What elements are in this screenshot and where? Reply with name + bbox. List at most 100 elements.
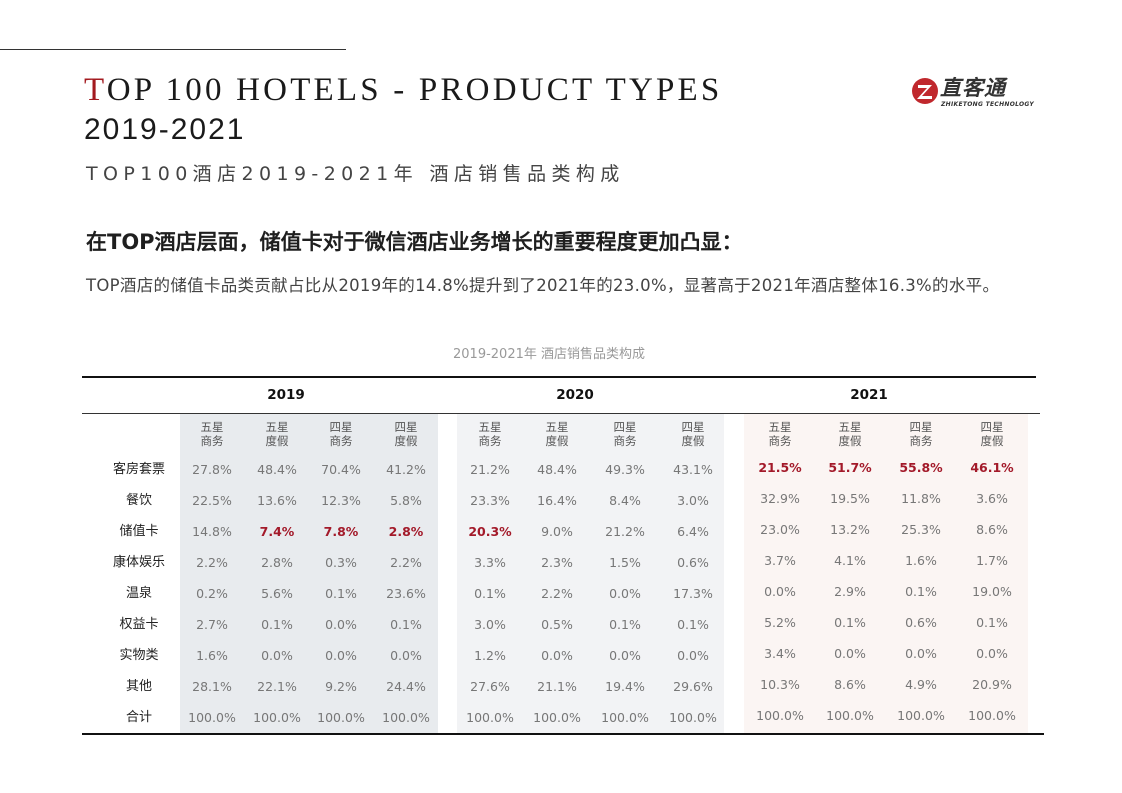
table-cell: 0.0%	[325, 648, 357, 663]
column-header-line: 四星	[681, 420, 705, 434]
table-cell: 2.8%	[261, 555, 293, 570]
table-cell: 2.2%	[196, 555, 228, 570]
year-header-2019: 2019	[267, 387, 305, 403]
table-cell: 27.8%	[192, 462, 232, 477]
table-cell: 27.6%	[470, 679, 510, 694]
table-cell: 0.0%	[390, 648, 422, 663]
table-cell: 46.1%	[970, 460, 1014, 475]
table-cell: 3.6%	[976, 491, 1008, 506]
table-cell: 2.7%	[196, 617, 228, 632]
table-cell: 9.2%	[325, 679, 357, 694]
top-divider	[0, 49, 346, 50]
table-cell: 8.6%	[976, 522, 1008, 537]
table-cell: 1.2%	[474, 648, 506, 663]
column-header: 四星 度假	[376, 420, 436, 448]
table-cell: 0.0%	[325, 617, 357, 632]
table-cell: 48.4%	[257, 462, 297, 477]
column-header: 四星 度假	[962, 420, 1022, 448]
column-header-line: 五星	[838, 420, 862, 434]
column-header-line: 度假	[394, 434, 418, 448]
row-label: 权益卡	[119, 617, 159, 632]
table-cell: 2.8%	[388, 524, 424, 539]
table-cell: 24.4%	[386, 679, 426, 694]
column-header-line: 商务	[909, 434, 933, 448]
table-cell: 0.0%	[609, 586, 641, 601]
column-header-line: 商务	[200, 434, 224, 448]
column-header-line: 五星	[265, 420, 289, 434]
column-header-line: 四星	[613, 420, 637, 434]
table-cell: 0.1%	[905, 584, 937, 599]
table-cell: 21.1%	[537, 679, 577, 694]
column-header-line: 度假	[265, 434, 289, 448]
table-cell: 0.6%	[905, 615, 937, 630]
product-type-table: 2019 五星 商务 五星 度假 四星 商务 四星 度假 2020 五星 商务 五星 度假 四星 商务 四星 度假…	[82, 376, 1044, 736]
table-cell: 51.7%	[828, 460, 872, 475]
table-cell: 100.0%	[968, 708, 1016, 723]
table-cell: 100.0%	[533, 710, 581, 725]
table-cell: 4.9%	[905, 677, 937, 692]
column-header-line: 度假	[980, 434, 1004, 448]
table-cell: 100.0%	[466, 710, 514, 725]
column-header-line: 五星	[200, 420, 224, 434]
table-cell: 23.3%	[470, 493, 510, 508]
table-cell: 49.3%	[605, 462, 645, 477]
table-cell: 100.0%	[897, 708, 945, 723]
table-cell: 5.8%	[390, 493, 422, 508]
table-cell: 0.0%	[609, 648, 641, 663]
table-cell: 0.5%	[541, 617, 573, 632]
table-cell: 1.6%	[905, 553, 937, 568]
table-cell: 10.3%	[760, 677, 800, 692]
column-header-line: 度假	[545, 434, 569, 448]
table-cell: 2.9%	[834, 584, 866, 599]
table-cell: 7.4%	[259, 524, 295, 539]
row-label: 合计	[125, 710, 152, 725]
table-cell: 8.6%	[834, 677, 866, 692]
table-cell: 5.2%	[764, 615, 796, 630]
table-cell: 0.6%	[677, 555, 709, 570]
table-cell: 0.0%	[764, 584, 796, 599]
table-cell: 5.6%	[261, 586, 293, 601]
column-header: 五星 度假	[527, 420, 587, 448]
table-cell: 100.0%	[756, 708, 804, 723]
year-header-2021: 2021	[850, 387, 888, 403]
table-cell: 100.0%	[317, 710, 365, 725]
table-cell: 2.2%	[541, 586, 573, 601]
row-label: 康体娱乐	[112, 555, 165, 570]
table-cell: 1.6%	[196, 648, 228, 663]
table-cell: 0.0%	[834, 646, 866, 661]
column-header-line: 四星	[909, 420, 933, 434]
table-cell: 3.0%	[677, 493, 709, 508]
table-cell: 55.8%	[899, 460, 943, 475]
column-header: 四星 商务	[891, 420, 951, 448]
table-cell: 100.0%	[669, 710, 717, 725]
column-header: 五星 商务	[460, 420, 520, 448]
table-cell: 100.0%	[253, 710, 301, 725]
table-cell: 13.6%	[257, 493, 297, 508]
table-cell: 13.2%	[830, 522, 870, 537]
table-cell: 19.4%	[605, 679, 645, 694]
table-cell: 43.1%	[673, 462, 713, 477]
column-header-line: 度假	[838, 434, 862, 448]
column-header-line: 度假	[681, 434, 705, 448]
row-label: 储值卡	[119, 524, 159, 539]
table-cell: 100.0%	[826, 708, 874, 723]
table-cell: 6.4%	[677, 524, 709, 539]
table-cell: 20.3%	[468, 524, 512, 539]
headline: 在TOP酒店层面，储值卡对于微信酒店业务增长的重要程度更加凸显：	[86, 230, 743, 254]
row-label: 餐饮	[125, 493, 152, 508]
table-cell: 41.2%	[386, 462, 426, 477]
table-cell: 0.0%	[261, 648, 293, 663]
table-rule-mid	[82, 413, 1040, 414]
table-cell: 0.0%	[976, 646, 1008, 661]
table-cell: 8.4%	[609, 493, 641, 508]
table-cell: 0.0%	[541, 648, 573, 663]
column-header-line: 五星	[478, 420, 502, 434]
table-cell: 0.0%	[905, 646, 937, 661]
column-header: 五星 商务	[750, 420, 810, 448]
column-header: 四星 商务	[595, 420, 655, 448]
page-subtitle-cn: TOP100酒店2019-2021年 酒店销售品类构成	[86, 163, 625, 185]
band-2020	[457, 414, 724, 733]
table-rule-top	[82, 376, 1036, 378]
brand-logo: 直客通 ZHIKETONG TECHNOLOGY	[910, 76, 1034, 112]
table-cell: 3.3%	[474, 555, 506, 570]
